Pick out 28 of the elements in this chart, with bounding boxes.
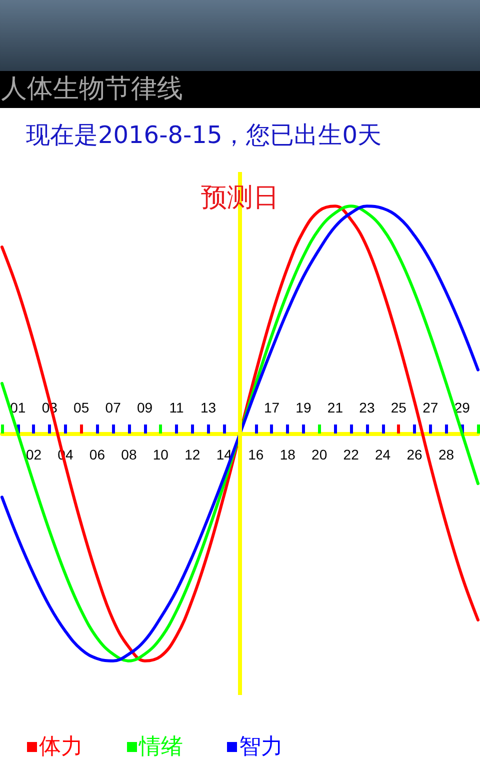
x2-tick-label: 27 (422, 400, 438, 416)
x2-tick-label: 21 (327, 400, 344, 416)
chart-title: 人体生物节律线 (1, 73, 183, 105)
legend-label: 智力 (239, 734, 283, 760)
x2-tick-label: 23 (359, 400, 375, 416)
x2-tick-label: 13 (200, 400, 216, 416)
x2-tick-label: 09 (137, 400, 153, 416)
x-tick-label: 06 (89, 446, 106, 462)
x-tick-label: 28 (438, 446, 454, 462)
legend-label: 体力 (39, 734, 83, 760)
x-tick-label: 24 (375, 446, 391, 462)
x-tick-label: 20 (312, 446, 328, 462)
x2-tick-label: 17 (264, 400, 280, 416)
legend-label: 情绪 (138, 734, 183, 760)
x-tick-label: 22 (343, 446, 360, 462)
x2-tick-label: 25 (390, 400, 407, 416)
x-tick-label: 10 (152, 446, 169, 462)
x2-tick-label: 05 (74, 400, 90, 416)
x-tick-label: 18 (280, 446, 296, 462)
x2-tick-label: 19 (296, 400, 312, 416)
x-tick-label: 02 (26, 446, 42, 462)
x2-tick-label: 11 (169, 400, 184, 416)
x-tick-label: 12 (184, 446, 200, 462)
chart-subtitle: 现在是2016-8-15，您已出生0天 (26, 120, 382, 150)
x-tick-label: 08 (121, 446, 137, 462)
x-tick-label: 26 (406, 446, 423, 462)
x2-tick-label: 07 (105, 400, 122, 416)
x-tick-label: 16 (248, 446, 264, 462)
